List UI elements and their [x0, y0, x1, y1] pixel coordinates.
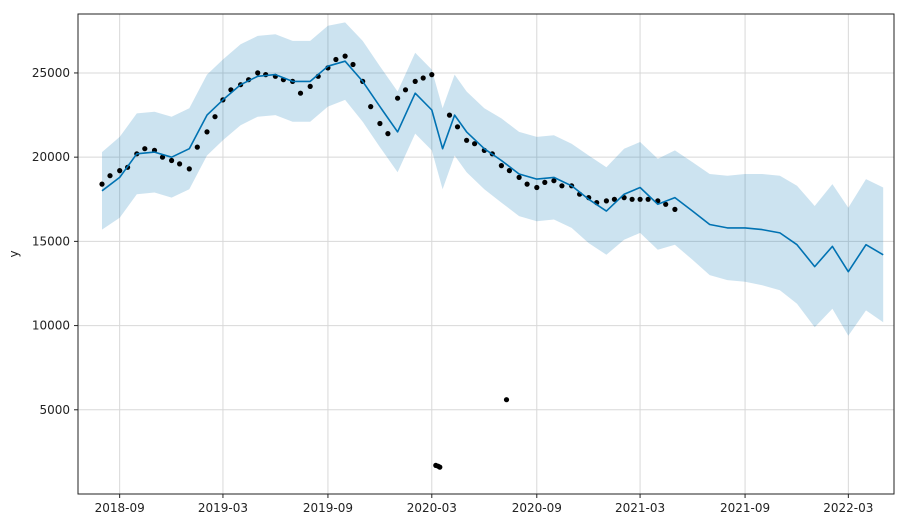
observed-point	[516, 174, 522, 180]
observed-point	[297, 90, 304, 96]
observed-point	[429, 72, 435, 78]
observed-point	[559, 183, 565, 189]
observed-point	[506, 168, 512, 174]
observed-point	[464, 137, 470, 143]
observed-point	[663, 201, 669, 207]
observed-point	[212, 114, 218, 120]
y-tick-label: 5000	[39, 403, 70, 417]
y-tick-label: 10000	[32, 319, 70, 333]
observed-point	[472, 141, 478, 147]
observed-point	[420, 75, 426, 81]
observed-point	[503, 397, 510, 403]
x-tick-label: 2020-03	[407, 501, 457, 515]
x-tick-label: 2022-03	[823, 501, 873, 515]
observed-point	[368, 104, 374, 110]
x-tick-label: 2021-03	[615, 501, 665, 515]
observed-point	[159, 154, 166, 160]
x-tick-label: 2019-09	[303, 501, 353, 515]
y-axis-ticks: 5000 10000 15000 20000 25000	[32, 66, 78, 417]
observed-point	[542, 179, 548, 185]
observed-point	[99, 181, 105, 187]
observed-point	[186, 166, 192, 172]
observed-point	[603, 198, 610, 204]
observed-point	[333, 56, 339, 63]
x-tick-label: 2021-09	[720, 501, 770, 515]
observed-point	[204, 129, 210, 135]
observed-point	[385, 131, 391, 137]
observed-point	[454, 124, 461, 130]
x-axis-ticks: 2018-09 2019-03 2019-09 2020-03 2020-09 2021-…	[95, 494, 873, 515]
observed-point	[342, 53, 348, 59]
observed-point	[169, 157, 175, 164]
uncertainty-interval-band	[102, 22, 884, 336]
observed-point	[255, 70, 261, 76]
observed-point	[307, 83, 313, 89]
observed-point	[524, 181, 530, 187]
observed-point	[498, 163, 504, 169]
observed-point	[402, 87, 409, 93]
x-tick-label: 2019-03	[198, 501, 248, 515]
y-tick-label: 25000	[32, 66, 70, 80]
observed-point	[377, 120, 383, 127]
observed-point	[672, 206, 678, 212]
forecast-line	[101, 60, 884, 273]
observed-point	[142, 146, 148, 152]
observed-point	[117, 168, 123, 174]
observed-point	[629, 196, 635, 202]
observed-point	[437, 464, 443, 470]
plot-area-frame	[77, 13, 895, 495]
observed-point	[194, 144, 200, 150]
observed-point	[446, 112, 453, 118]
observed-points	[99, 53, 678, 470]
observed-point	[645, 196, 651, 202]
observed-point	[395, 95, 401, 101]
observed-point	[611, 196, 618, 202]
observed-point	[534, 184, 540, 191]
observed-point	[177, 161, 183, 167]
observed-point	[551, 178, 557, 184]
grid	[78, 14, 894, 494]
observed-point	[350, 61, 356, 68]
observed-point	[412, 78, 418, 84]
observed-point	[637, 196, 643, 202]
x-tick-label: 2020-09	[512, 501, 562, 515]
observed-point	[107, 173, 113, 179]
x-tick-label: 2018-09	[95, 501, 145, 515]
y-axis-label: y	[7, 250, 21, 257]
y-tick-label: 15000	[32, 234, 70, 248]
y-tick-label: 20000	[32, 150, 70, 164]
